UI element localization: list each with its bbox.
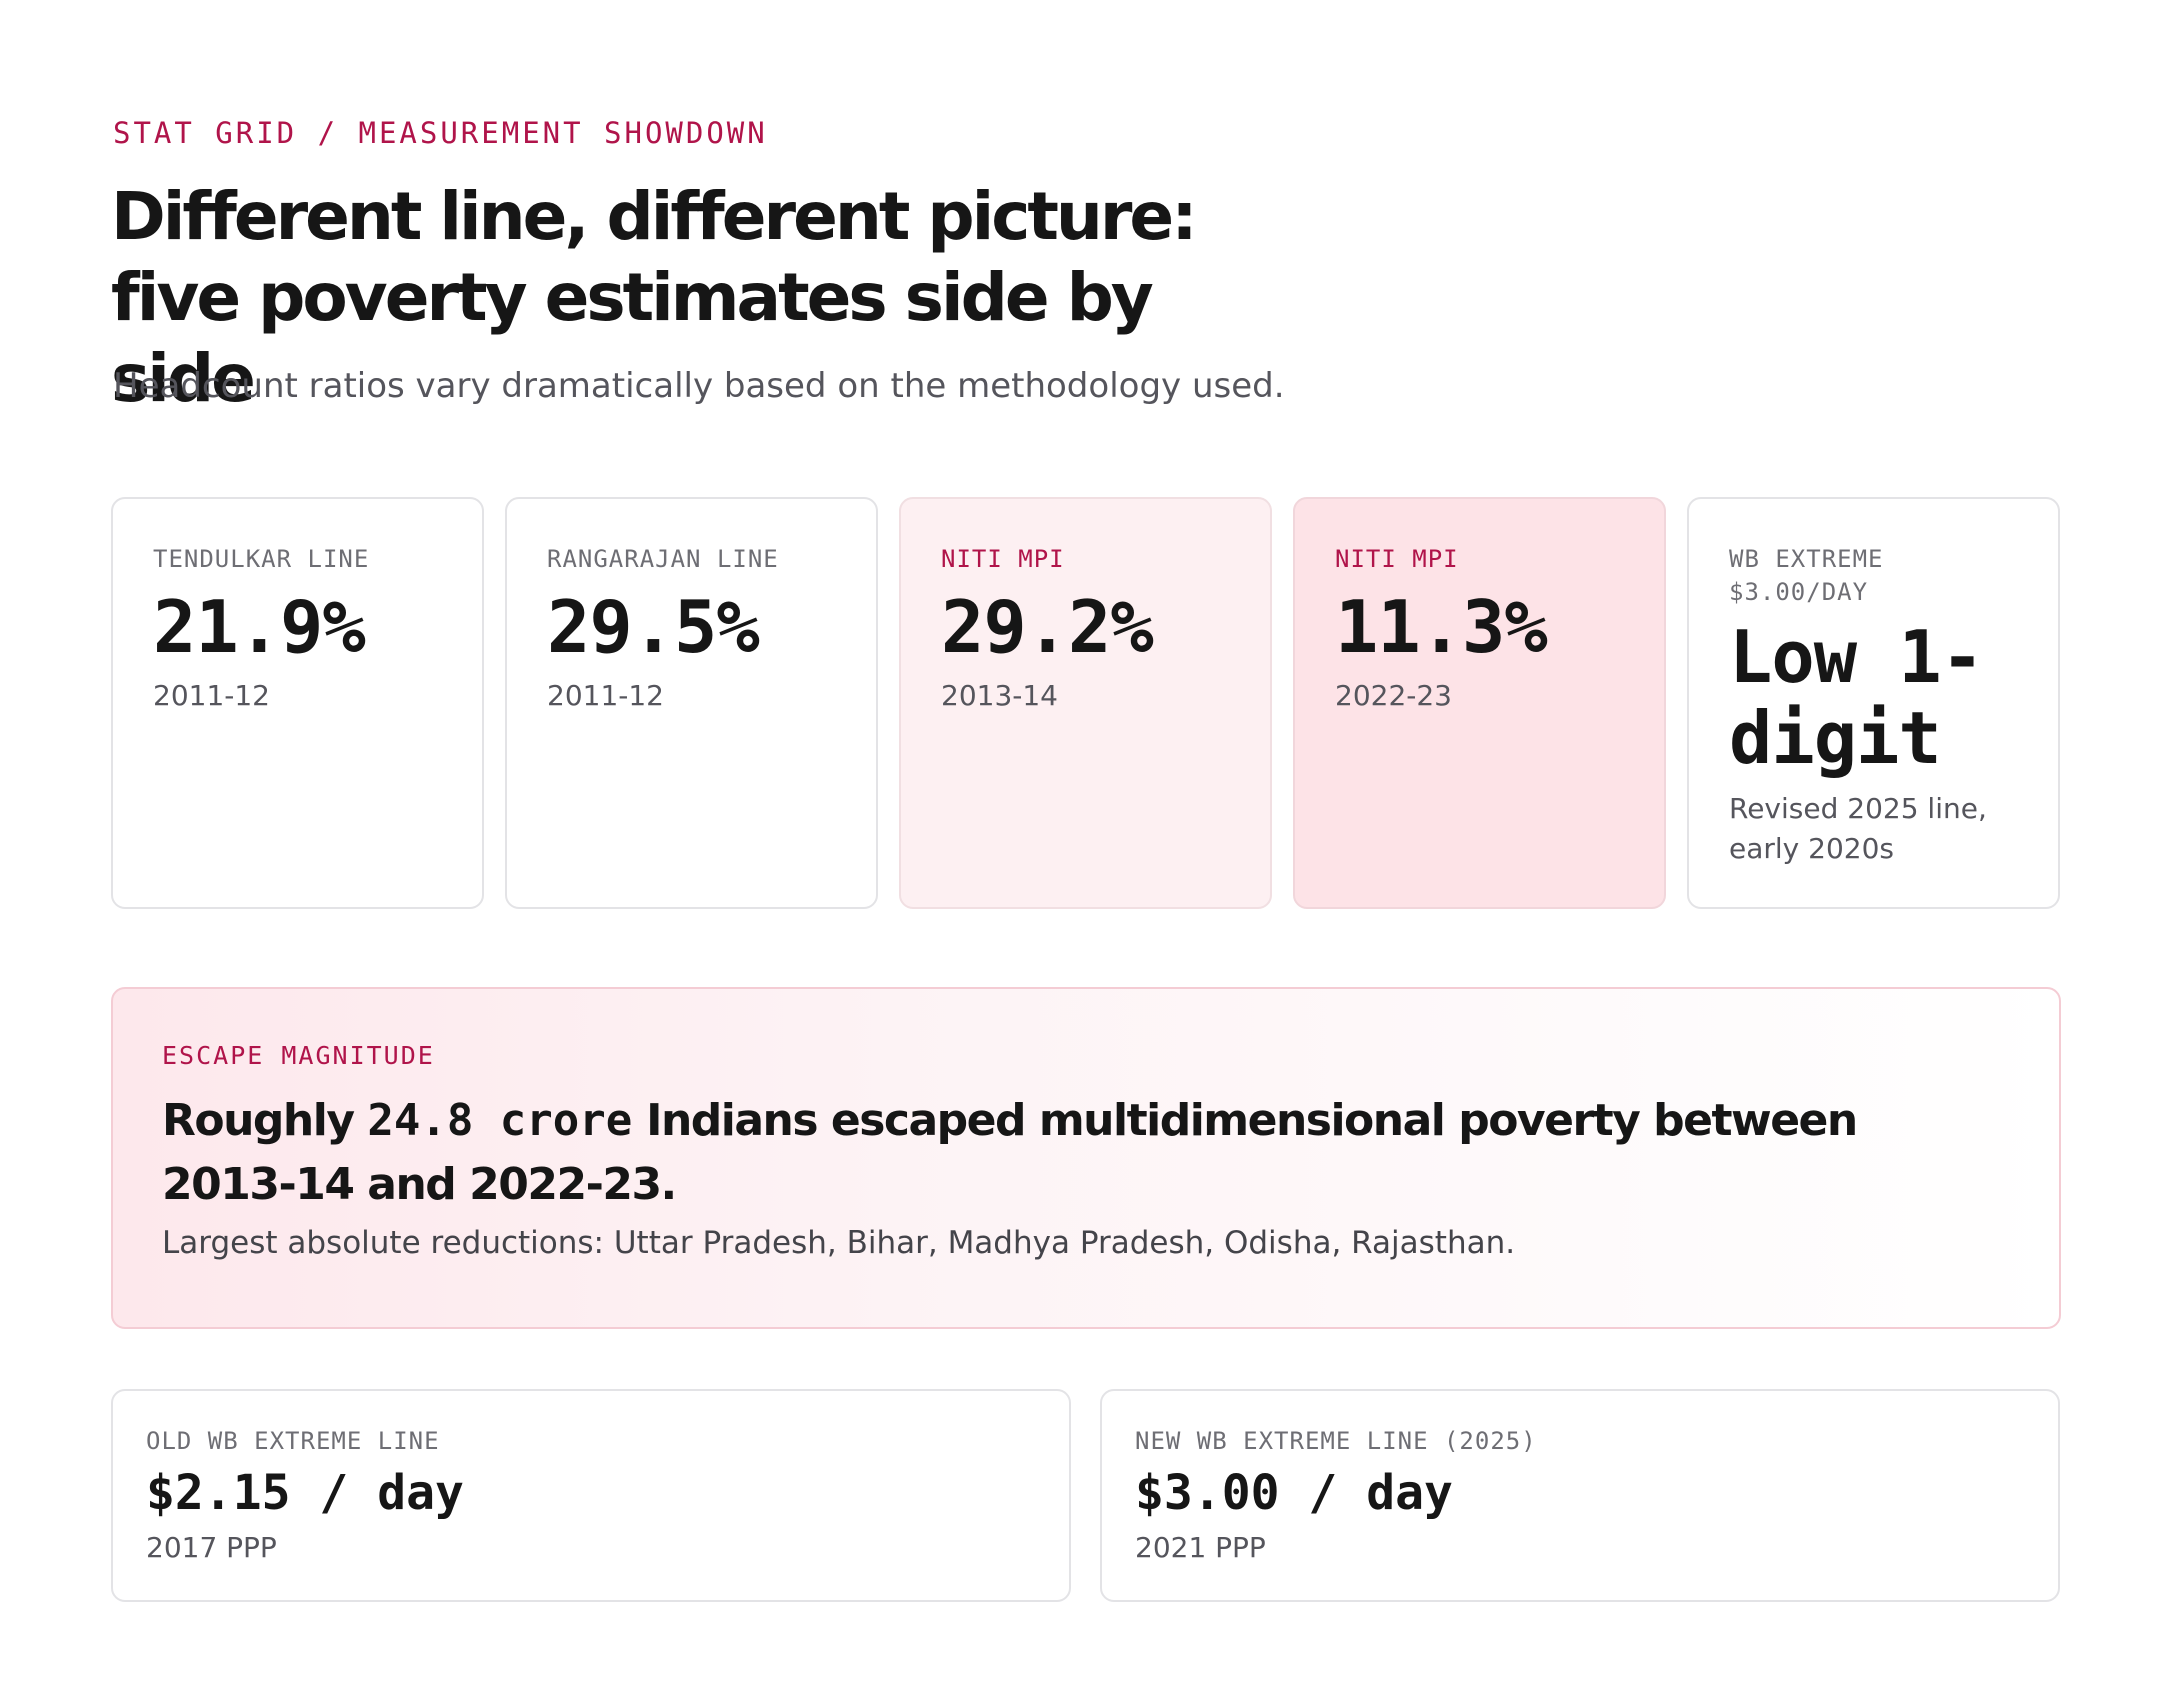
escape-headline: Roughly 24.8 crore Indians escaped multi… <box>162 1089 1982 1217</box>
stat-card-rangarajan: RANGARAJAN LINE 29.5% 2011-12 <box>505 497 878 909</box>
stat-card-year: 2011-12 <box>547 679 664 712</box>
eyebrow-label: STAT GRID / MEASUREMENT SHOWDOWN <box>113 116 768 150</box>
escape-headline-suffix: Indians escaped multidimensional poverty… <box>162 1095 1858 1210</box>
stat-card-label: TENDULKAR LINE <box>153 545 370 573</box>
page-title: Different line, different picture: five … <box>111 178 1198 417</box>
stat-card-year: 2013-14 <box>941 679 1058 712</box>
escape-headline-prefix: Roughly <box>162 1095 368 1146</box>
stat-card-label: RANGARAJAN LINE <box>547 545 779 573</box>
stat-card-value: 29.5% <box>547 585 760 669</box>
stat-card-niti-mpi-2013: NITI MPI 29.2% 2013-14 <box>899 497 1272 909</box>
stat-card-tendulkar: TENDULKAR LINE 21.9% 2011-12 <box>111 497 484 909</box>
stat-card-label: WB EXTREME $3.00/DAY <box>1729 545 1884 606</box>
escape-label: ESCAPE MAGNITUDE <box>162 1041 435 1070</box>
stat-card-year: 2022-23 <box>1335 679 1452 712</box>
stat-card-value: 11.3% <box>1335 585 1548 669</box>
stat-card-label: NITI MPI <box>1335 545 1459 573</box>
line-card-value: $3.00 / day <box>1135 1465 1453 1521</box>
stat-card-year: 2011-12 <box>153 679 270 712</box>
stat-card-wb-extreme: WB EXTREME $3.00/DAY Low 1-digit Revised… <box>1687 497 2060 909</box>
old-wb-line-card: OLD WB EXTREME LINE $2.15 / day 2017 PPP <box>111 1389 1071 1602</box>
line-card-value: $2.15 / day <box>146 1465 464 1521</box>
stat-card-niti-mpi-2022: NITI MPI 11.3% 2022-23 <box>1293 497 1666 909</box>
escape-magnitude-panel: ESCAPE MAGNITUDE Roughly 24.8 crore Indi… <box>111 987 2061 1329</box>
stat-card-value: 29.2% <box>941 585 1154 669</box>
line-card-label: OLD WB EXTREME LINE <box>146 1427 440 1455</box>
stat-card-value: Low 1-digit <box>1729 615 1984 780</box>
escape-detail: Largest absolute reductions: Uttar Prade… <box>162 1225 1516 1261</box>
new-wb-line-card: NEW WB EXTREME LINE (2025) $3.00 / day 2… <box>1100 1389 2060 1602</box>
page-subtitle: Headcount ratios vary dramatically based… <box>113 366 1285 406</box>
line-card-ppp: 2021 PPP <box>1135 1531 1266 1564</box>
line-card-ppp: 2017 PPP <box>146 1531 277 1564</box>
escape-headline-figure: 24.8 crore <box>367 1095 633 1146</box>
stat-card-label: NITI MPI <box>941 545 1065 573</box>
stat-card-note: Revised 2025 line, early 2020s <box>1729 792 1987 865</box>
stat-card-value: 21.9% <box>153 585 366 669</box>
line-card-label: NEW WB EXTREME LINE (2025) <box>1135 1427 1537 1455</box>
